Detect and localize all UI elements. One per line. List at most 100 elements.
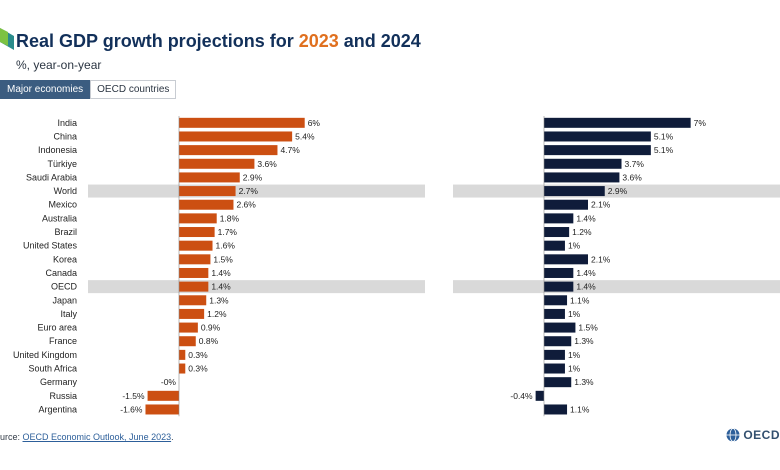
tab-bar: Major economies OECD countries — [0, 80, 177, 99]
oecd-logo-text: OECD — [743, 428, 780, 442]
category-label-euro-area: Euro area — [37, 323, 77, 333]
value-label-2023-united-states: 1.6% — [216, 241, 236, 251]
value-label-2023-china: 5.4% — [295, 131, 315, 141]
source-note: urce: OECD Economic Outlook, June 2023. — [0, 432, 174, 442]
value-label-2024-india: 7% — [694, 118, 707, 128]
category-label-russia: Russia — [49, 391, 77, 401]
bar-2024-south-africa — [544, 363, 565, 374]
bar-2024-united-states — [544, 240, 565, 251]
value-label-2023-turkiye: 3.6% — [257, 159, 277, 169]
value-label-2023-saudi-arabia: 2.9% — [243, 172, 263, 182]
value-label-2024-world: 2.9% — [608, 186, 628, 196]
value-label-2023-indonesia: 4.7% — [280, 145, 300, 155]
value-label-2024-euro-area: 1.5% — [578, 323, 598, 333]
source-prefix: urce: — [0, 432, 23, 442]
bar-2023-united-states — [179, 240, 213, 251]
bar-2023-saudi-arabia — [179, 172, 240, 183]
bar-2024-mexico — [544, 199, 588, 210]
bar-2024-russia — [535, 390, 544, 401]
bar-2024-germany — [544, 377, 572, 388]
chart-subtitle: %, year-on-year — [16, 58, 102, 72]
bar-2023-brazil — [179, 227, 215, 238]
category-label-korea: Korea — [53, 254, 77, 264]
bar-2023-russia — [147, 390, 179, 401]
bar-2024-euro-area — [544, 322, 576, 333]
category-label-oecd: OECD — [51, 282, 78, 292]
tab-oecd-countries[interactable]: OECD countries — [90, 80, 177, 99]
value-label-2024-china: 5.1% — [654, 131, 674, 141]
oecd-logo-mark-icon — [0, 28, 14, 50]
source-suffix: . — [171, 432, 174, 442]
value-label-2023-france: 0.8% — [199, 336, 219, 346]
bar-2024-italy — [544, 308, 565, 319]
bar-2023-france — [179, 336, 196, 347]
tab-major-economies[interactable]: Major economies — [0, 80, 91, 99]
value-label-2024-indonesia: 5.1% — [654, 145, 674, 155]
category-label-india: India — [57, 118, 77, 128]
bar-2023-argentina — [145, 404, 179, 415]
value-label-2024-italy: 1% — [568, 309, 581, 319]
bar-2023-south-africa — [179, 363, 186, 374]
value-label-2024-mexico: 2.1% — [591, 200, 611, 210]
highlight-row-world-2024 — [453, 184, 780, 198]
bar-2023-china — [179, 131, 293, 142]
value-label-2024-korea: 2.1% — [591, 254, 611, 264]
value-label-2023-oecd: 1.4% — [211, 282, 231, 292]
bar-2023-united-kingdom — [179, 349, 186, 360]
bar-2024-world — [544, 186, 605, 197]
value-label-2023-russia: -1.5% — [122, 391, 145, 401]
category-label-indonesia: Indonesia — [38, 145, 77, 155]
bar-2024-australia — [544, 213, 574, 224]
value-label-2023-korea: 1.5% — [213, 254, 233, 264]
value-label-2024-turkiye: 3.7% — [625, 159, 645, 169]
bar-2024-korea — [544, 254, 588, 265]
value-label-2024-united-states: 1% — [568, 241, 581, 251]
value-label-2024-argentina: 1.1% — [570, 404, 590, 414]
bar-2024-canada — [544, 267, 574, 278]
bar-2024-france — [544, 336, 572, 347]
title-year-2023: 2023 — [298, 31, 339, 51]
value-label-2024-oecd: 1.4% — [576, 282, 596, 292]
oecd-logo: OECD — [726, 428, 780, 442]
bar-2024-india — [544, 117, 691, 128]
source-link[interactable]: OECD Economic Outlook, June 2023 — [22, 432, 172, 442]
category-label-world: World — [54, 186, 77, 196]
value-label-2024-south-africa: 1% — [568, 364, 581, 374]
value-label-2024-united-kingdom: 1% — [568, 350, 581, 360]
bar-2024-united-kingdom — [544, 349, 565, 360]
category-label-south-africa: South Africa — [28, 364, 77, 374]
category-label-japan: Japan — [52, 295, 77, 305]
category-label-france: France — [49, 336, 77, 346]
value-label-2023-euro-area: 0.9% — [201, 323, 221, 333]
category-label-turkiye: Türkiye — [47, 159, 77, 169]
category-label-argentina: Argentina — [38, 404, 77, 414]
value-label-2024-australia: 1.4% — [576, 213, 596, 223]
highlight-row-world-2023 — [88, 184, 425, 198]
bar-2024-argentina — [544, 404, 568, 415]
value-label-2024-russia: -0.4% — [510, 391, 533, 401]
value-label-2024-canada: 1.4% — [576, 268, 596, 278]
value-label-2023-argentina: -1.6% — [120, 404, 143, 414]
category-label-saudi-arabia: Saudi Arabia — [26, 172, 77, 182]
value-label-2023-japan: 1.3% — [209, 295, 229, 305]
bar-2023-australia — [179, 213, 217, 224]
value-label-2023-australia: 1.8% — [220, 213, 240, 223]
category-label-germany: Germany — [40, 377, 78, 387]
value-label-2024-saudi-arabia: 3.6% — [622, 172, 642, 182]
value-label-2024-germany: 1.3% — [574, 377, 594, 387]
value-label-2023-south-africa: 0.3% — [188, 364, 208, 374]
value-label-2023-world: 2.7% — [239, 186, 259, 196]
value-label-2023-italy: 1.2% — [207, 309, 227, 319]
bar-2023-oecd — [179, 281, 209, 292]
title-conjunction: and — [338, 31, 381, 51]
bar-2023-turkiye — [179, 158, 255, 169]
category-label-italy: Italy — [60, 309, 77, 319]
bar-2023-canada — [179, 267, 209, 278]
globe-icon — [726, 428, 740, 442]
bar-2023-world — [179, 186, 236, 197]
category-label-china: China — [53, 131, 77, 141]
bar-2023-indonesia — [179, 145, 278, 156]
category-label-united-kingdom: United Kingdom — [13, 350, 77, 360]
bar-2023-italy — [179, 308, 205, 319]
